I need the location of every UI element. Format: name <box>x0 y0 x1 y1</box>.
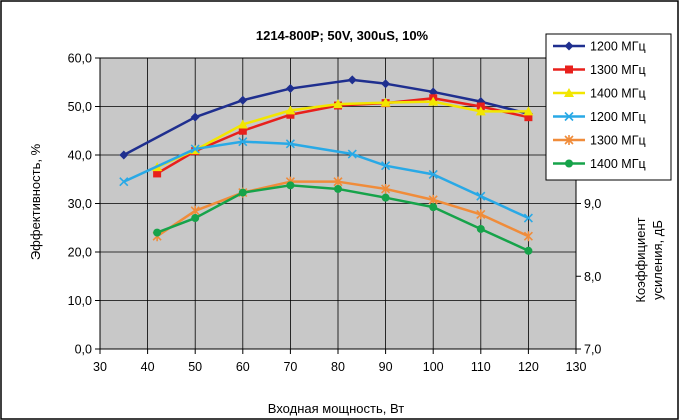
x-tick-label: 110 <box>471 360 491 374</box>
y2-tick-label: 7,0 <box>584 343 601 357</box>
legend-box <box>545 33 672 181</box>
y-tick-label: 0,0 <box>75 343 92 357</box>
chart-title: 1214-800P; 50V, 300uS, 10% <box>256 28 429 43</box>
data-point <box>381 79 391 89</box>
data-point <box>333 99 343 109</box>
data-point <box>238 137 248 147</box>
series-layer <box>119 75 534 255</box>
data-point <box>476 209 486 220</box>
legend-label: 1200 МГц <box>590 110 646 124</box>
legend-label: 1200 МГц <box>590 40 646 54</box>
data-point <box>429 203 438 212</box>
legend-marker <box>564 111 574 122</box>
y2-tick-label: 9,0 <box>584 197 601 211</box>
legend-marker <box>564 135 574 145</box>
data-point <box>524 246 533 255</box>
legend-entry: 1400 МГц <box>553 157 646 171</box>
data-point <box>238 188 247 197</box>
x-axis-label: Входная мощность, Вт <box>268 401 404 416</box>
legend-label: 1300 МГц <box>590 134 646 148</box>
data-point <box>119 150 129 160</box>
data-point <box>237 119 248 129</box>
y-tick-label: 20,0 <box>68 246 92 260</box>
data-point <box>523 213 533 223</box>
legend-marker <box>565 65 573 74</box>
y-tick-label: 30,0 <box>68 197 92 211</box>
series-4 <box>119 137 533 223</box>
x-tick-label: 30 <box>93 360 107 374</box>
data-point <box>190 144 200 154</box>
data-point <box>153 169 162 178</box>
data-point <box>523 106 534 116</box>
data-point <box>347 75 357 85</box>
x-tick-label: 70 <box>283 360 297 374</box>
legend-entry: 1300 МГц <box>553 63 646 77</box>
data-point <box>476 191 486 201</box>
data-point <box>523 231 533 242</box>
y2-tick-label: 8,0 <box>584 270 601 284</box>
y-tick-label: 50,0 <box>68 100 92 114</box>
legend-entry: 1300 МГц <box>553 134 646 148</box>
data-point <box>476 224 485 233</box>
legend-entry: 1200 МГц <box>553 110 646 124</box>
data-point <box>286 110 295 119</box>
x-tick-label: 80 <box>331 360 345 374</box>
data-point <box>381 183 391 194</box>
data-point <box>381 193 390 202</box>
data-point <box>238 126 247 135</box>
data-point <box>347 149 357 159</box>
x-tick-label: 40 <box>141 360 155 374</box>
data-point <box>428 87 438 97</box>
legend-label: 1300 МГц <box>590 63 646 77</box>
data-point <box>286 181 295 190</box>
y2-axis-label-line2: усиления, дБ <box>650 220 665 300</box>
legend: 1200 МГц 1300 МГц 1400 МГц 1200 МГц 1300 МГц… <box>545 33 672 181</box>
data-point <box>524 113 533 122</box>
legend-entry: 1200 МГц <box>553 40 646 54</box>
x-tick-label: 120 <box>518 360 539 374</box>
x-tick-label: 100 <box>423 360 444 374</box>
legend-marker <box>564 41 574 51</box>
y-tick-label: 60,0 <box>68 52 92 66</box>
y-axis-label: Эффективность, % <box>28 143 43 260</box>
x-tick-label: 90 <box>379 360 393 374</box>
x-tick-label: 60 <box>236 360 250 374</box>
data-point <box>380 97 391 107</box>
data-point <box>428 96 439 106</box>
data-point <box>153 228 162 237</box>
legend-entry: 1400 МГц <box>553 87 646 101</box>
data-point <box>475 106 486 116</box>
legend-label: 1400 МГц <box>590 157 646 171</box>
legend-marker <box>565 159 573 168</box>
y-tick-label: 40,0 <box>68 149 92 163</box>
data-point <box>285 105 296 115</box>
data-point <box>191 214 200 223</box>
y2-axis-label-line1: Коэффициент <box>633 217 648 302</box>
data-point <box>190 112 200 122</box>
x-tick-label: 50 <box>188 360 202 374</box>
data-point <box>238 95 248 105</box>
data-point <box>285 84 295 94</box>
data-point <box>285 139 295 149</box>
data-point <box>334 184 342 193</box>
x-tick-label: 130 <box>566 360 587 374</box>
data-point <box>119 177 129 187</box>
data-point <box>428 169 438 179</box>
y-tick-label: 10,0 <box>68 294 92 308</box>
legend-marker <box>564 88 574 97</box>
data-point <box>381 161 391 171</box>
series-6 <box>153 181 533 255</box>
legend-label: 1400 МГц <box>590 87 646 101</box>
